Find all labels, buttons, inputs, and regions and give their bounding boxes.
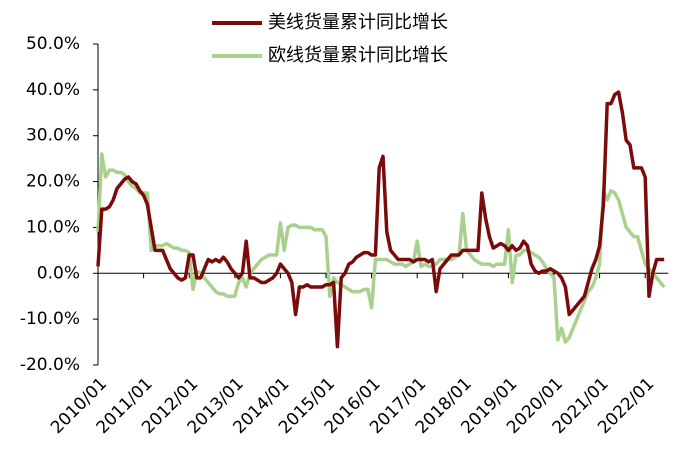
y-tick-label: -10.0% [20,309,80,329]
y-tick-label: 20.0% [26,172,80,192]
legend-label: 美线货量累计同比增长 [268,12,448,33]
y-tick-label: 10.0% [26,217,80,237]
legend-label: 欧线货量累计同比增长 [268,45,448,66]
series-line [96,90,665,349]
y-tick-label: 30.0% [26,126,80,146]
y-tick-label: 50.0% [26,34,80,54]
series-line [96,152,666,344]
y-tick-label: 0.0% [37,263,80,283]
y-tick-label: -20.0% [20,355,80,375]
y-tick-label: 40.0% [26,80,80,100]
